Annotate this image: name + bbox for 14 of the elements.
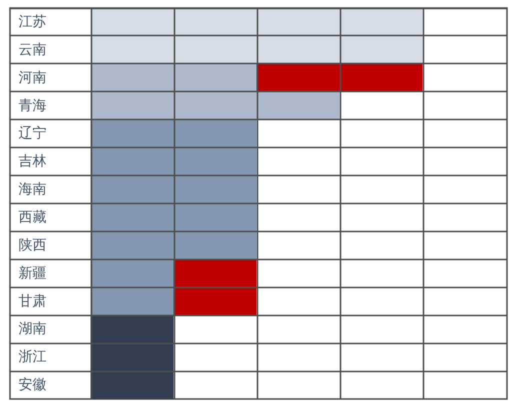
y-tick-label: 甘肃 xyxy=(18,293,46,310)
y-tick-label: 海南 xyxy=(18,182,46,198)
y-tick-label: 湖南 xyxy=(18,321,46,338)
y-tick-label: 吉林 xyxy=(18,154,46,170)
y-tick-label: 安徽 xyxy=(18,377,46,394)
y-tick-label: 辽宁 xyxy=(18,126,46,142)
y-tick-label: 云南 xyxy=(18,42,46,58)
y-tick-label: 新疆 xyxy=(18,265,46,282)
y-tick-label: 河南 xyxy=(18,70,46,86)
y-tick-label: 青海 xyxy=(18,98,46,114)
y-tick-label: 西藏 xyxy=(18,209,46,226)
y-tick-label: 浙江 xyxy=(18,349,46,366)
y-tick-label: 江苏 xyxy=(18,14,46,30)
y-tick-label: 陕西 xyxy=(18,237,46,254)
